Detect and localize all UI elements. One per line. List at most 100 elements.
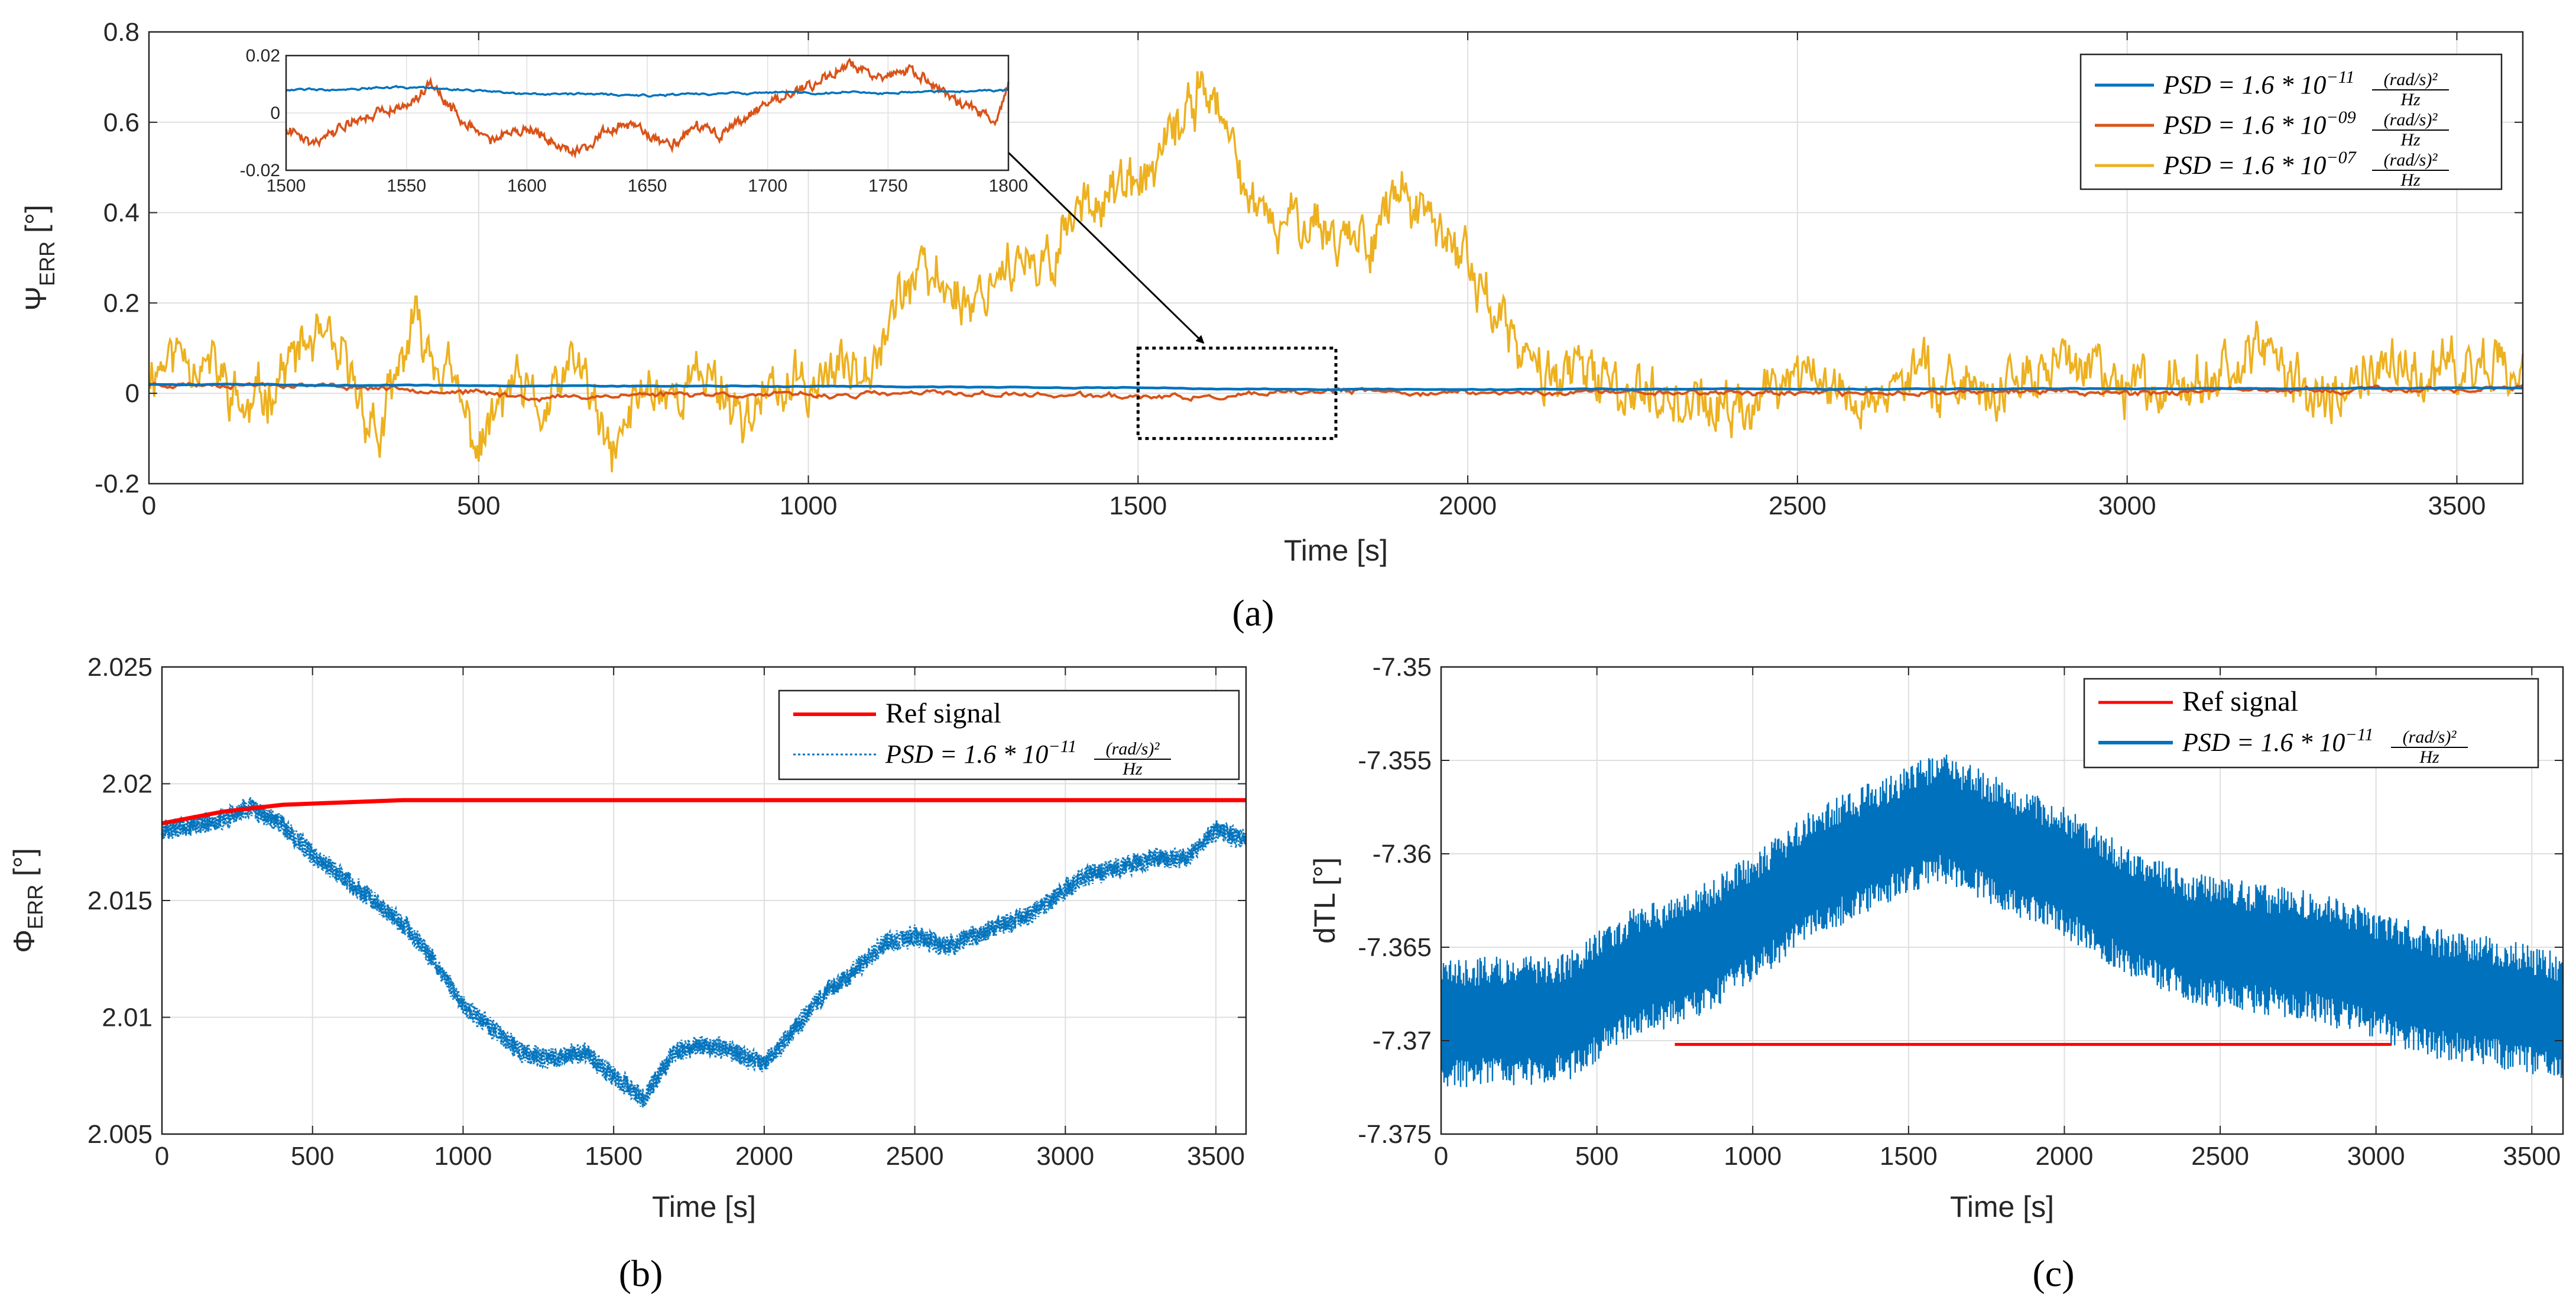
- series-psd-trace-2: [161, 802, 1247, 1103]
- chart-a-ytick-label: 0: [125, 379, 139, 408]
- chart-c-xtick-label: 2000: [2035, 1142, 2093, 1171]
- chart-a-legend-frac-num: (rad/s)²: [2384, 110, 2438, 129]
- series-psd-trace-3: [161, 796, 1247, 1109]
- chart-c-series: [1440, 754, 2564, 1087]
- chart-c-xtick-label: 1500: [1880, 1142, 1938, 1171]
- chart-b-panel-label: (b): [619, 1252, 663, 1294]
- series-psd-band: [1440, 754, 2564, 1087]
- chart-a-zoom-annotation: [1007, 151, 1338, 441]
- chart-a-ylabel: ΨERR [°]: [20, 205, 59, 310]
- chart-b-xtick-label: 1500: [585, 1142, 643, 1171]
- chart-c-ytick-label: -7.37: [1373, 1026, 1432, 1055]
- inset-ytick-label: -0.02: [240, 161, 280, 180]
- chart-a-legend-label: PSD = 1.6 * 10−11: [2163, 67, 2354, 99]
- chart-c-ytick-label: -7.35: [1373, 653, 1432, 682]
- chart-a-ytick-label: 0.4: [103, 199, 139, 228]
- series-line-psd-1e-07: [148, 70, 2524, 472]
- chart-c-ticks: 0 500 1000 1500 2000 2500 3000 3500 -7.375 -7.37 -…: [1358, 653, 2563, 1171]
- chart-c: 0 500 1000 1500 2000 2500 3000 3500 -7.375 -7.37 -…: [1308, 653, 2564, 1294]
- chart-c-legend-box: [2083, 678, 2539, 769]
- chart-c-legend: Ref signal PSD = 1.6 * 10−11 (rad/s)²Hz: [2083, 678, 2539, 769]
- chart-b-xtick-label: 0: [155, 1142, 169, 1171]
- chart-a-legend-label: PSD = 1.6 * 10−07: [2163, 148, 2357, 180]
- chart-b-ticks: 0 500 1000 1500 2000 2500 3000 3500 2.005 2.01 2.0…: [87, 653, 1246, 1171]
- chart-c-legend-label: PSD = 1.6 * 10−11: [2182, 725, 2373, 757]
- chart-b-xtick-label: 2000: [735, 1142, 793, 1171]
- chart-a-legend-label: PSD = 1.6 * 10−09: [2163, 108, 2356, 140]
- chart-b: 0 500 1000 1500 2000 2500 3000 3500 2.005 2.01 2.0…: [8, 653, 1247, 1294]
- zoom-arrow: [1007, 151, 1205, 344]
- inset-series-blue: [285, 85, 1009, 98]
- chart-a-xtick-label: 2000: [1439, 491, 1497, 520]
- chart-b-ytick-label: 2.025: [87, 653, 153, 682]
- chart-c-ytick-label: -7.365: [1358, 933, 1432, 962]
- chart-b-ytick-label: 2.01: [102, 1003, 153, 1032]
- chart-b-legend-label-ref: Ref signal: [885, 698, 1001, 729]
- chart-a: 0 500 1000 1500 2000 2500 3000 3500-0.200.20.40…: [20, 18, 2524, 634]
- inset-xtick-label: 1750: [868, 176, 908, 196]
- chart-c-ytick-label: -7.355: [1358, 746, 1432, 775]
- inset-ytick-label: 0.02: [246, 46, 280, 66]
- chart-b-series: [161, 796, 1247, 1109]
- chart-b-ytick-label: 2.005: [87, 1120, 153, 1149]
- chart-b-xtick-label: 500: [291, 1142, 334, 1171]
- chart-b-legend-label: PSD = 1.6 * 10−11: [885, 737, 1076, 769]
- series-psd-trace-0: [161, 798, 1247, 1107]
- chart-c-ytick-label: -7.375: [1358, 1120, 1432, 1149]
- chart-b-legend-box: [778, 689, 1240, 780]
- chart-c-xtick-label: 0: [1434, 1142, 1448, 1171]
- chart-b-legend-frac-den: Hz: [1122, 759, 1143, 779]
- chart-a-xlabel: Time [s]: [1284, 534, 1388, 567]
- chart-a-panel-label: (a): [1232, 592, 1274, 634]
- chart-a-series: [148, 70, 2524, 472]
- chart-a-inset: 1500 1550 1600 1650 1700 1750 1800 -0.02 0 0.02: [240, 46, 1029, 196]
- chart-a-xtick-label: 1500: [1109, 491, 1167, 520]
- chart-c-axes-frame: [1440, 666, 2564, 1135]
- chart-a-legend-frac-den: Hz: [2400, 130, 2421, 150]
- inset-xtick-label: 1800: [989, 176, 1029, 196]
- inset-frame: [285, 54, 1010, 171]
- inset-xtick-label: 1550: [387, 176, 426, 196]
- chart-c-ytick-label: -7.36: [1373, 840, 1432, 869]
- chart-a-xtick-label: 3000: [2098, 491, 2156, 520]
- chart-c-xtick-label: 1000: [1724, 1142, 1782, 1171]
- chart-c-xtick-label: 3000: [2347, 1142, 2405, 1171]
- chart-b-legend-frac-num: (rad/s)²: [1106, 739, 1160, 759]
- chart-a-xtick-label: 1000: [780, 491, 838, 520]
- chart-c-xlabel: Time [s]: [1950, 1190, 2054, 1223]
- chart-b-xtick-label: 1000: [434, 1142, 492, 1171]
- chart-c-xtick-label: 500: [1575, 1142, 1618, 1171]
- chart-a-ytick-label: 0.2: [103, 289, 139, 318]
- chart-b-xtick-label: 2500: [886, 1142, 944, 1171]
- chart-b-ylabel: ΦERR [°]: [8, 848, 47, 953]
- chart-a-xtick-label: 3500: [2428, 491, 2486, 520]
- series-ref-signal: [161, 798, 1246, 826]
- chart-a-legend-frac-den: Hz: [2400, 170, 2421, 190]
- chart-b-ytick-label: 2.015: [87, 886, 153, 915]
- series-psd-trace-1: [161, 799, 1247, 1108]
- chart-a-axes-frame: [148, 31, 2524, 485]
- chart-c-legend-label-ref: Ref signal: [2182, 686, 2298, 717]
- chart-a-ticks: 0 500 1000 1500 2000 2500 3000 3500-0.200.20.40…: [95, 18, 2523, 520]
- chart-b-xlabel: Time [s]: [652, 1190, 756, 1223]
- series-line-psd-1e-11: [148, 383, 2523, 391]
- chart-a-xtick-label: 500: [457, 491, 500, 520]
- inset-xtick-label: 1700: [748, 176, 787, 196]
- inset-ytick-label: 0: [270, 103, 280, 123]
- chart-a-xtick-label: 0: [142, 491, 156, 520]
- chart-b-axes-frame: [161, 666, 1247, 1135]
- inset-xtick-label: 1600: [507, 176, 547, 196]
- chart-a-legend-frac-num: (rad/s)²: [2384, 150, 2438, 170]
- inset-series-orange: [285, 57, 1010, 159]
- inset-xtick-label: 1500: [267, 176, 306, 196]
- chart-b-ytick-label: 2.02: [102, 770, 153, 799]
- chart-a-legend-frac-den: Hz: [2400, 90, 2421, 109]
- chart-b-xtick-label: 3000: [1036, 1142, 1094, 1171]
- chart-a-ytick-label: 0.6: [103, 108, 139, 137]
- chart-a-ytick-label: 0.8: [103, 18, 139, 47]
- series-psd-band-core: [1441, 780, 2563, 1058]
- chart-a-ytick-label: -0.2: [95, 469, 139, 498]
- zoom-region-box: [1136, 346, 1338, 441]
- chart-a-legend-frac-num: (rad/s)²: [2384, 70, 2438, 89]
